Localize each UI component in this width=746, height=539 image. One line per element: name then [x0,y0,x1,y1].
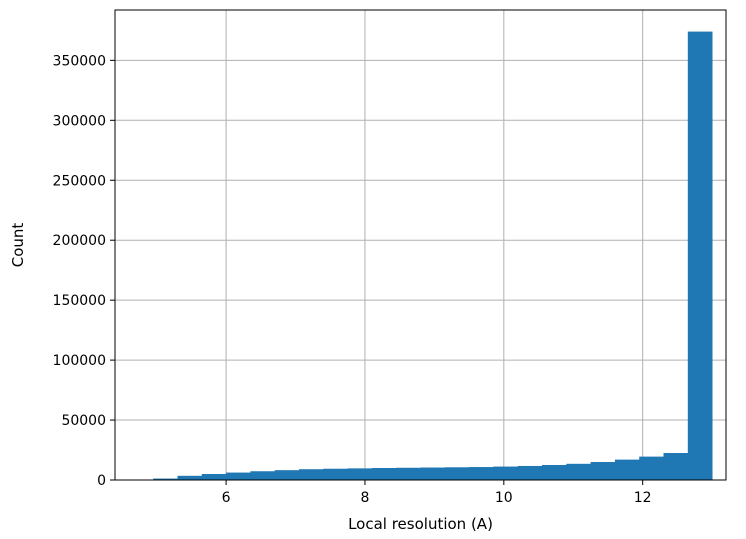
histogram-bar [371,468,397,480]
y-axis-label: Count [9,223,27,268]
y-tick-label: 0 [97,473,106,489]
y-tick-label: 350000 [53,53,106,69]
x-tick-label: 8 [360,490,369,506]
histogram-bar [663,453,689,480]
histogram-bar [639,456,664,480]
x-axis-label: Local resolution (A) [348,515,493,533]
y-tick-label: 300000 [53,113,106,129]
histogram-bar [566,463,592,480]
histogram-bar [323,468,348,480]
histogram-bar [298,469,324,480]
y-tick-label: 200000 [53,233,106,249]
histogram-bar [153,478,178,480]
histogram-bar [590,462,616,480]
histogram-bar [226,472,251,480]
x-axis-ticks: 6 8 10 12 [222,480,652,506]
histogram-bar [201,474,227,480]
x-tick-label: 10 [495,490,513,506]
histogram-bar [614,459,640,480]
y-tick-label: 250000 [53,173,106,189]
y-axis-ticks: 0 50000 100000 150000 200000 250000 300000 3500… [53,53,115,489]
histogram-bar [687,31,713,480]
histogram-bar [493,466,519,480]
plot-frame [114,9,727,481]
histogram-bars [128,31,713,480]
y-tick-label: 100000 [53,353,106,369]
histogram-bar [420,467,446,480]
grid-lines [115,10,726,481]
histogram-bar [396,467,421,480]
histogram-bar [542,465,567,480]
y-tick-label: 50000 [61,413,106,429]
histogram-bar [517,465,543,480]
histogram-bar [444,467,470,480]
x-tick-label: 12 [634,490,652,506]
histogram-bar [250,471,276,480]
histogram-bar [347,468,373,480]
histogram-bar [274,470,300,480]
y-tick-label: 150000 [53,293,106,309]
histogram-bar [177,475,203,480]
x-tick-label: 6 [222,490,231,506]
histogram-bar [469,467,494,480]
